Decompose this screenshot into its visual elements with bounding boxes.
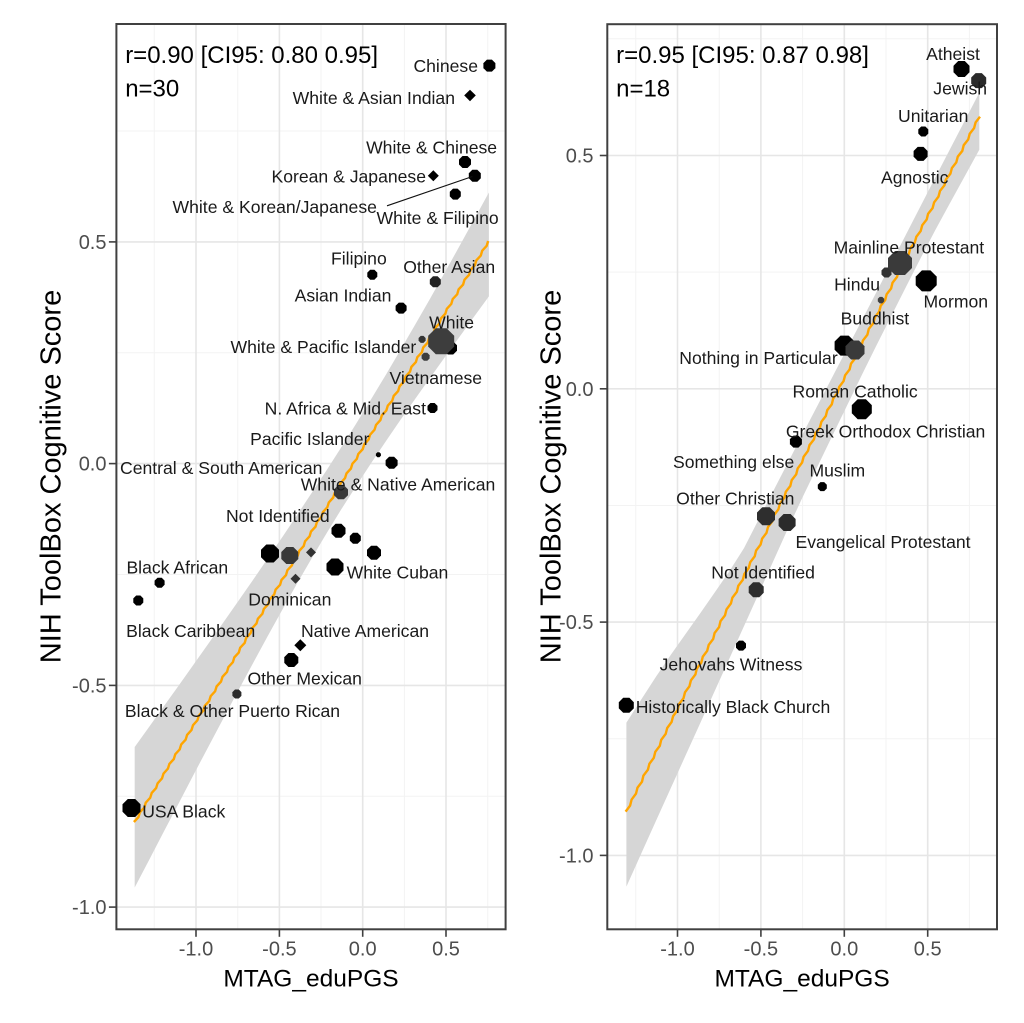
svg-text:Mainline Protestant: Mainline Protestant [834, 237, 985, 257]
svg-text:-0.5: -0.5 [559, 612, 593, 634]
svg-text:Central & South American: Central & South American [120, 458, 322, 478]
svg-text:-1.0: -1.0 [559, 845, 593, 867]
svg-text:Nothing in Particular: Nothing in Particular [679, 348, 838, 368]
svg-text:Agnostic: Agnostic [881, 167, 949, 187]
svg-text:Not Identified: Not Identified [226, 506, 330, 526]
svg-text:Other Christian: Other Christian [676, 488, 794, 508]
svg-text:Korean & Japanese: Korean & Japanese [271, 167, 426, 187]
svg-text:Black & Other Puerto Rican: Black & Other Puerto Rican [125, 701, 340, 721]
svg-text:Jewish: Jewish [933, 79, 987, 99]
svg-text:White: White [429, 313, 474, 333]
svg-text:Not Identified: Not Identified [711, 562, 815, 582]
svg-text:Chinese: Chinese [413, 56, 478, 76]
svg-text:Filipino: Filipino [331, 248, 387, 268]
svg-text:Evangelical Protestant: Evangelical Protestant [795, 532, 970, 552]
svg-text:Greek Orthodox Christian: Greek Orthodox Christian [786, 421, 985, 441]
svg-text:0.5: 0.5 [79, 232, 107, 254]
svg-text:0.5: 0.5 [432, 939, 460, 961]
svg-text:USA Black: USA Black [142, 801, 225, 821]
svg-text:-0.5: -0.5 [744, 939, 778, 961]
svg-text:Asian Indian: Asian Indian [295, 286, 392, 306]
svg-text:Other Mexican: Other Mexican [247, 669, 361, 689]
svg-text:Pacific Islander: Pacific Islander [250, 429, 369, 449]
svg-text:Jehovahs Witness: Jehovahs Witness [660, 655, 803, 675]
svg-text:White & Native American: White & Native American [301, 475, 496, 495]
svg-text:n=18: n=18 [616, 76, 670, 103]
svg-text:-0.5: -0.5 [262, 939, 296, 961]
svg-text:-0.5: -0.5 [72, 675, 106, 697]
svg-text:Historically Black Church: Historically Black Church [636, 697, 831, 717]
svg-text:White & Chinese: White & Chinese [366, 137, 497, 157]
svg-text:Hindu: Hindu [834, 274, 880, 294]
svg-text:0.0: 0.0 [830, 939, 858, 961]
svg-text:Unitarian: Unitarian [898, 106, 968, 126]
svg-text:White & Pacific Islander: White & Pacific Islander [231, 337, 417, 357]
svg-text:-1.0: -1.0 [660, 939, 694, 961]
svg-text:r=0.90 [CI95: 0.80 0.95]: r=0.90 [CI95: 0.80 0.95] [125, 42, 378, 69]
svg-text:Black Caribbean: Black Caribbean [126, 621, 255, 641]
svg-text:NIH ToolBox Cognitive Score: NIH ToolBox Cognitive Score [36, 290, 68, 663]
svg-text:Black African: Black African [126, 558, 228, 578]
svg-text:White & Korean/Japanese: White & Korean/Japanese [173, 197, 377, 217]
svg-text:Muslim: Muslim [809, 461, 865, 481]
svg-text:0.0: 0.0 [79, 454, 107, 476]
svg-text:MTAG_eduPGS: MTAG_eduPGS [714, 966, 889, 993]
svg-text:0.0: 0.0 [349, 939, 377, 961]
svg-text:N. Africa & Mid. East: N. Africa & Mid. East [265, 398, 426, 418]
svg-text:White & Filipino: White & Filipino [376, 208, 498, 228]
svg-text:NIH ToolBox Cognitive Score: NIH ToolBox Cognitive Score [536, 290, 568, 663]
svg-text:Roman Catholic: Roman Catholic [793, 381, 918, 401]
svg-text:Vietnamese: Vietnamese [390, 368, 483, 388]
svg-text:-1.0: -1.0 [72, 897, 106, 919]
svg-text:Other Asian: Other Asian [403, 257, 495, 277]
svg-text:Mormon: Mormon [924, 291, 989, 311]
svg-text:-1.0: -1.0 [179, 939, 213, 961]
svg-text:0.5: 0.5 [566, 146, 594, 168]
svg-text:0.5: 0.5 [914, 939, 942, 961]
svg-text:Buddhist: Buddhist [841, 309, 910, 329]
svg-text:r=0.95 [CI95: 0.87 0.98]: r=0.95 [CI95: 0.87 0.98] [616, 42, 869, 69]
svg-text:Native American: Native American [301, 621, 429, 641]
svg-text:White & Asian Indian: White & Asian Indian [293, 88, 455, 108]
svg-text:White Cuban: White Cuban [347, 563, 449, 583]
svg-text:Dominican: Dominican [248, 589, 331, 609]
svg-text:n=30: n=30 [125, 76, 179, 103]
svg-text:Something else: Something else [673, 452, 794, 472]
svg-text:0.0: 0.0 [566, 379, 594, 401]
svg-text:MTAG_eduPGS: MTAG_eduPGS [223, 966, 398, 993]
svg-text:Atheist: Atheist [926, 44, 980, 64]
